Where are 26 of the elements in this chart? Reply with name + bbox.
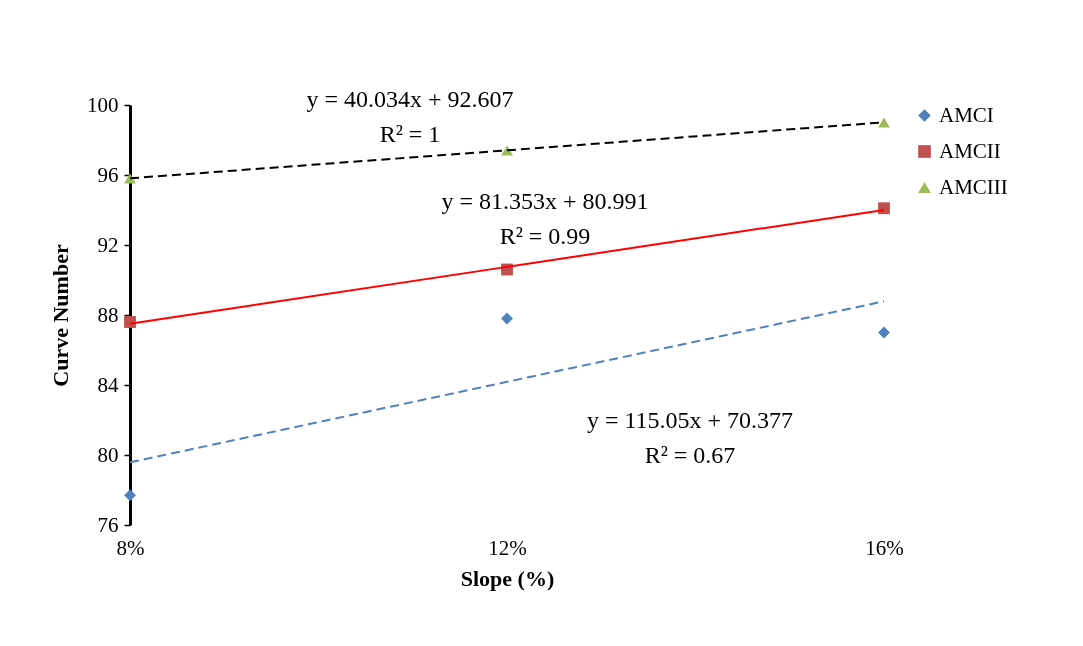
y-tick-label: 96 bbox=[97, 162, 119, 187]
y-axis-title: Curve Number bbox=[48, 244, 73, 387]
y-tick-label: 88 bbox=[97, 302, 119, 327]
y-tick-label: 100 bbox=[87, 92, 119, 117]
x-tick-label: 8% bbox=[116, 535, 145, 560]
point bbox=[124, 489, 136, 502]
x-tick-label: 16% bbox=[865, 535, 904, 560]
point bbox=[878, 117, 890, 128]
point bbox=[878, 202, 890, 215]
y-tick-label: 84 bbox=[97, 372, 119, 397]
legend-label: AMCI bbox=[939, 102, 994, 127]
legend-label: AMCII bbox=[939, 138, 1001, 163]
y-tick-label: 76 bbox=[97, 512, 119, 537]
point bbox=[501, 312, 513, 325]
y-tick-label: 80 bbox=[97, 442, 119, 467]
x-tick-label: 12% bbox=[488, 535, 527, 560]
y-tick-label: 92 bbox=[97, 232, 119, 257]
annotation: y = 40.034x + 92.607 R² = 1 bbox=[306, 86, 514, 147]
point bbox=[878, 326, 890, 339]
point bbox=[124, 316, 136, 328]
legend-label: AMCIII bbox=[939, 174, 1008, 199]
point bbox=[124, 173, 136, 184]
annotation: y = 115.05x + 70.377 R² = 0.67 bbox=[586, 407, 794, 468]
x-axis-title: Slope (%) bbox=[460, 565, 555, 591]
annotation: y = 81.353x + 80.991 R² = 0.99 bbox=[441, 188, 649, 249]
point bbox=[501, 145, 513, 156]
